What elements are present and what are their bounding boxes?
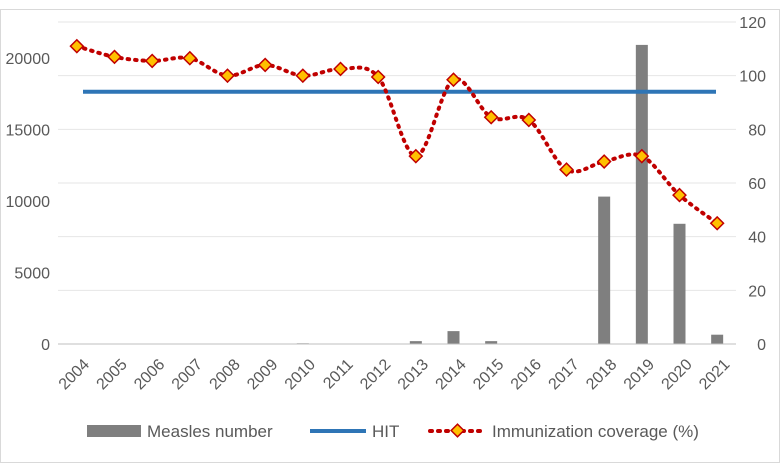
legend-label-hit: HIT (372, 422, 399, 441)
coverage-marker-2010 (295, 68, 311, 84)
right-tick-label: 0 (757, 337, 766, 354)
left-tick-label: 15000 (6, 122, 51, 139)
right-tick-label: 100 (739, 69, 766, 86)
bar-2021 (711, 334, 724, 344)
coverage-marker-2015 (483, 109, 499, 125)
line-series (69, 38, 725, 231)
coverage-marker-2016 (521, 112, 537, 128)
right-tick-label: 40 (748, 230, 766, 247)
coverage-marker-2006 (144, 53, 160, 69)
coverage-marker-2004 (69, 38, 85, 54)
chart-border (0, 9, 780, 463)
coverage-marker-2021 (709, 215, 725, 231)
coverage-marker-2017 (559, 162, 574, 178)
left-tick-label: 5000 (14, 265, 50, 282)
coverage-marker-2005 (107, 49, 122, 65)
right-tick-label: 80 (748, 122, 766, 139)
right-tick-label: 60 (748, 176, 766, 193)
right-tick-label: 120 (739, 15, 766, 32)
coverage-marker-2013 (408, 148, 424, 164)
legend-label-coverage: Immunization coverage (%) (492, 422, 699, 441)
left-tick-label: 20000 (6, 51, 51, 68)
coverage-marker-2014 (446, 72, 461, 88)
coverage-marker-2019 (634, 148, 650, 164)
legend-swatch-coverage-marker (450, 423, 465, 438)
coverage-marker-2011 (333, 61, 348, 77)
coverage-marker-2008 (220, 68, 235, 84)
legend: Measles number HIT Immunization coverage… (87, 422, 699, 441)
right-axis-tick-labels: 0 20 40 60 80 100 120 (739, 15, 766, 354)
coverage-marker-2020 (672, 187, 687, 203)
legend-swatch-measles (87, 425, 141, 437)
left-axis-tick-labels: 0 5000 10000 15000 20000 (6, 51, 51, 354)
left-tick-label: 10000 (6, 194, 51, 211)
bar-2018 (598, 196, 611, 344)
coverage-marker-2018 (596, 154, 612, 169)
bar-2013 (409, 341, 422, 344)
measles-bars (296, 44, 724, 345)
bar-2014 (447, 331, 460, 344)
bar-2019 (635, 44, 648, 345)
left-tick-label: 0 (41, 337, 50, 354)
bar-2020 (673, 223, 686, 344)
right-tick-label: 20 (748, 283, 766, 300)
coverage-marker-2007 (182, 50, 198, 66)
gridlines (58, 21, 736, 291)
coverage-marker-2012 (370, 69, 386, 85)
legend-label-measles: Measles number (147, 422, 273, 441)
coverage-marker-2009 (257, 57, 273, 73)
bar-2015 (485, 341, 498, 344)
